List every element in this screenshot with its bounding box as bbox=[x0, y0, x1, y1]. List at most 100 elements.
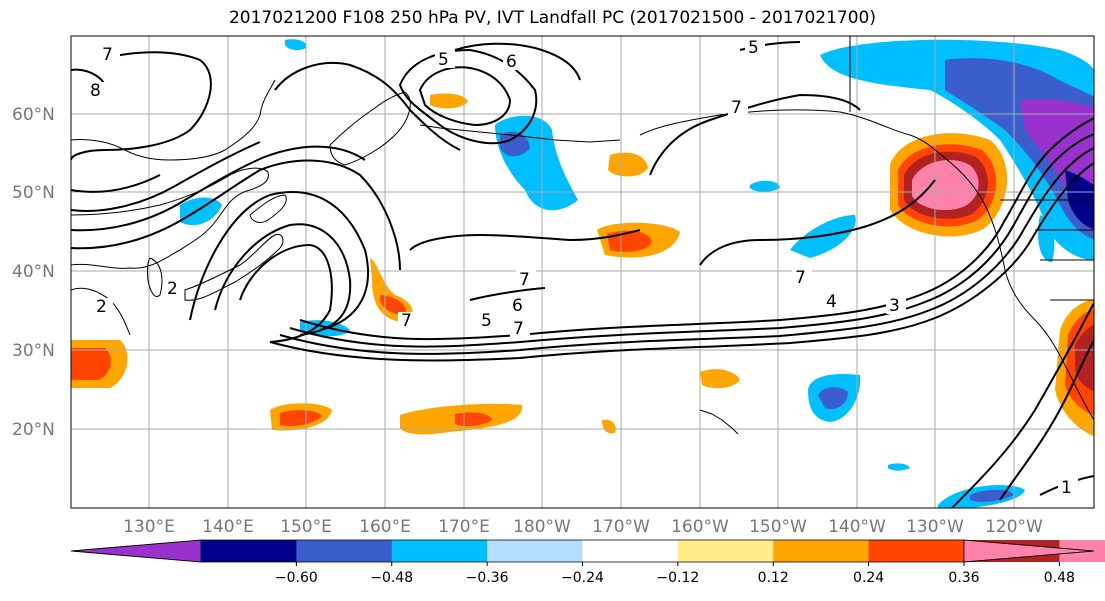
contour-label: 7 bbox=[513, 319, 524, 339]
contour-label: 8 bbox=[90, 81, 101, 101]
contour-labels: 7 5 6 5 7 2 2 7 6 5 7 7 7 4 bbox=[88, 38, 1078, 498]
lon-label: 150°E bbox=[280, 517, 332, 537]
alaska-coastline bbox=[639, 109, 946, 159]
colorbar-tick-label: 0.36 bbox=[948, 570, 979, 586]
korea-coastline bbox=[146, 257, 163, 297]
contour-label: 2 bbox=[96, 297, 107, 317]
colorbar: −0.60 −0.48 −0.36 −0.24 −0.12 0.12 0.24 0.36 0.4… bbox=[70, 539, 1105, 586]
lat-label: 40°N bbox=[12, 262, 55, 282]
colorbar-outline bbox=[70, 539, 1095, 563]
lat-label: 20°N bbox=[12, 420, 55, 440]
latitude-labels: 60°N 50°N 40°N 30°N 20°N bbox=[12, 105, 55, 440]
contour-label: 7 bbox=[102, 45, 113, 65]
colorbar-swatch bbox=[677, 540, 774, 562]
longitude-labels: 130°E 140°E 150°E 160°E 170°E 180°W 170°… bbox=[123, 517, 1043, 537]
pv-contour bbox=[469, 287, 546, 301]
colorbar-extend-low bbox=[70, 539, 202, 563]
negative-anomaly-blob bbox=[285, 39, 307, 51]
japan-coastline bbox=[249, 194, 287, 223]
negative-anomaly-blob bbox=[818, 387, 848, 410]
positive-anomaly-blob bbox=[602, 419, 616, 434]
pv-contour bbox=[214, 223, 352, 336]
kamchatka-coastline bbox=[329, 91, 411, 166]
negative-anomaly-blob bbox=[750, 180, 780, 192]
contour-label: 2 bbox=[167, 279, 178, 299]
pv-contour bbox=[71, 174, 161, 193]
positive-anomaly-blob bbox=[608, 152, 648, 177]
positive-anomaly-blob bbox=[430, 93, 468, 109]
pv-contour bbox=[239, 243, 333, 343]
colorbar-tick-label: −0.24 bbox=[561, 570, 604, 586]
pv-contour bbox=[71, 145, 366, 232]
pv-contour bbox=[299, 116, 1094, 341]
asia-coastline bbox=[71, 139, 226, 161]
pv-contour bbox=[269, 161, 1094, 362]
lon-label: 170°E bbox=[438, 517, 490, 537]
contour-label: 7 bbox=[519, 270, 530, 290]
pv-contour bbox=[71, 159, 401, 271]
lon-label: 130°W bbox=[906, 517, 964, 537]
colorbar-swatch bbox=[296, 540, 393, 562]
colorbar-swatch bbox=[582, 540, 679, 562]
contour-label: 6 bbox=[506, 52, 517, 72]
map-frame bbox=[70, 35, 1095, 509]
positive-anomaly-blob bbox=[280, 410, 322, 426]
pv-contours bbox=[71, 41, 1094, 508]
negative-anomaly-blob bbox=[500, 131, 530, 157]
us-state-border bbox=[1035, 229, 1094, 301]
lon-label: 130°E bbox=[123, 517, 175, 537]
colorbar-swatch bbox=[201, 540, 297, 562]
lat-label: 60°N bbox=[12, 105, 55, 125]
colorbar-tick-label: 0.48 bbox=[1044, 570, 1075, 586]
pv-contour bbox=[71, 51, 212, 161]
positive-anomaly-blob bbox=[912, 160, 979, 211]
negative-anomaly-blob bbox=[888, 463, 910, 471]
pv-contour bbox=[189, 191, 369, 331]
pv-contour bbox=[699, 179, 936, 266]
contour-label: 4 bbox=[826, 292, 837, 312]
pv-contour bbox=[71, 141, 261, 212]
north-america-coastline bbox=[944, 157, 1094, 421]
colorbar-tick-label: −0.36 bbox=[466, 570, 509, 586]
colorbar-tick-label: 0.24 bbox=[853, 570, 884, 586]
lon-label: 160°W bbox=[671, 517, 729, 537]
pv-contour bbox=[289, 133, 1094, 348]
colorbar-tick-label: −0.48 bbox=[370, 570, 413, 586]
lon-label: 140°E bbox=[202, 517, 254, 537]
japan-coastline bbox=[184, 233, 284, 301]
pv-contour bbox=[409, 229, 641, 251]
colorbar-tick-label: 0.12 bbox=[758, 570, 789, 586]
positive-anomaly-blob bbox=[380, 295, 406, 315]
negative-anomaly-blob bbox=[970, 489, 1014, 503]
colorbar-swatch bbox=[391, 540, 488, 562]
colorbar-swatch bbox=[773, 540, 870, 562]
lon-label: 150°W bbox=[749, 517, 807, 537]
colorbar-tick-label: −0.12 bbox=[656, 570, 699, 586]
pv-contour bbox=[649, 93, 861, 176]
asia-coastline bbox=[224, 79, 276, 151]
pv-contour bbox=[999, 338, 1094, 501]
contour-label: 5 bbox=[438, 50, 449, 70]
pv-contour bbox=[454, 42, 581, 81]
colorbar-swatch bbox=[868, 540, 965, 562]
asia-coastline bbox=[71, 167, 269, 269]
contour-label: 7 bbox=[401, 311, 412, 331]
positive-anomaly-blob bbox=[71, 348, 111, 380]
coastlines bbox=[71, 36, 1094, 435]
negative-anomaly-blob bbox=[1038, 215, 1055, 262]
pv-contour bbox=[274, 61, 461, 151]
negative-anomaly-blob bbox=[180, 197, 222, 226]
colorbar-swatch bbox=[487, 540, 583, 562]
lat-label: 30°N bbox=[12, 341, 55, 361]
hawaii-islands bbox=[699, 409, 739, 435]
pv-contour bbox=[950, 301, 1094, 508]
contour-label: 3 bbox=[889, 296, 900, 316]
pv-contour bbox=[279, 147, 1094, 355]
lat-label: 50°N bbox=[12, 183, 55, 203]
colorbar-tick-label: −0.60 bbox=[275, 570, 318, 586]
pv-anomaly-fills bbox=[71, 39, 1094, 508]
contour-label: 6 bbox=[512, 296, 523, 316]
map-area: 7 5 6 5 7 2 2 7 6 5 7 7 7 4 bbox=[71, 36, 1094, 508]
contour-label: 7 bbox=[795, 268, 806, 288]
